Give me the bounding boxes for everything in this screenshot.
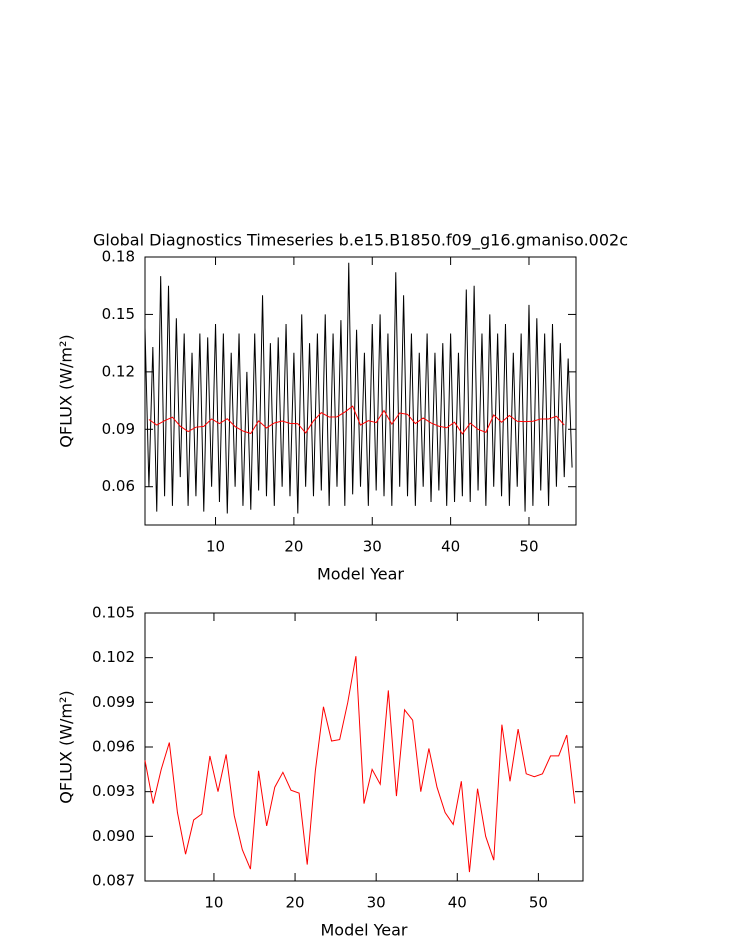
plot-frame <box>144 256 577 526</box>
y-axis-label: QFLUX (W/m²) <box>57 690 76 803</box>
y-tick-label: 0.099 <box>92 693 135 711</box>
x-tick-label: 30 <box>363 538 382 556</box>
y-tick-label: 0.090 <box>92 827 135 845</box>
y-tick-label: 0.093 <box>92 782 135 800</box>
y-tick-label: 0.12 <box>102 362 135 380</box>
y-tick-label: 0.15 <box>102 305 135 323</box>
y-axis-label: QFLUX (W/m²) <box>57 334 76 447</box>
x-tick-label: 40 <box>448 894 467 912</box>
chart-title: Global Diagnostics Timeseries b.e15.B185… <box>93 231 628 251</box>
x-tick-label: 50 <box>529 894 548 912</box>
x-tick-label: 20 <box>286 894 305 912</box>
x-axis-label: Model Year <box>321 921 408 940</box>
y-tick-label: 0.06 <box>102 477 135 495</box>
series-line <box>148 405 565 435</box>
y-tick-label: 0.096 <box>92 738 135 756</box>
series-line <box>144 262 573 514</box>
x-tick-label: 50 <box>519 538 538 556</box>
series-line <box>144 656 576 873</box>
x-tick-label: 30 <box>367 894 386 912</box>
x-axis-label: Model Year <box>317 565 404 584</box>
y-tick-label: 0.09 <box>102 420 135 438</box>
y-tick-label: 0.087 <box>92 872 135 890</box>
y-tick-label: 0.105 <box>92 604 135 622</box>
x-tick-label: 10 <box>204 894 223 912</box>
x-tick-label: 20 <box>284 538 303 556</box>
y-tick-label: 0.102 <box>92 648 135 666</box>
x-tick-label: 10 <box>206 538 225 556</box>
y-tick-label: 0.18 <box>102 248 135 266</box>
x-tick-label: 40 <box>441 538 460 556</box>
plot-frame <box>144 612 584 882</box>
